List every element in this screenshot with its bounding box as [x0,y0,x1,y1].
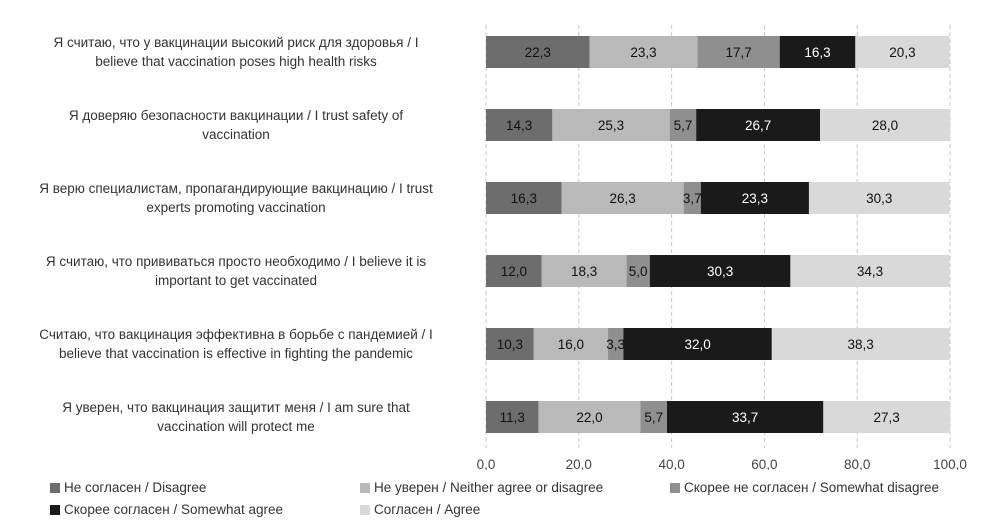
category-label-line: believe that vaccination poses high heal… [2,52,470,71]
data-label: 16,3 [511,191,537,206]
category-label: Считаю, что вакцинация эффективна в борь… [2,325,470,363]
legend-item: Не согласен / Disagree [50,480,206,495]
data-label: 5,7 [644,410,663,425]
data-label: 26,7 [745,118,771,133]
data-label: 25,3 [598,118,624,133]
legend-swatch [360,483,370,493]
data-label: 20,3 [889,45,915,60]
data-label: 22,3 [525,45,551,60]
x-tick-label: 0,0 [477,457,496,470]
legend-swatch [50,483,60,493]
legend-label: Согласен / Agree [374,502,480,517]
data-label: 26,3 [610,191,636,206]
legend-item: Скорее не согласен / Somewhat disagree [670,480,939,495]
data-label: 33,7 [732,410,758,425]
category-label: Я уверен, что вакцинация защитит меня / … [2,398,470,436]
category-label: Я верю специалистам, пропагандирующие ва… [2,179,470,217]
category-label: Я считаю, что у вакцинации высокий риск … [2,33,470,71]
category-label: Я доверяю безопасности вакцинации / I tr… [2,106,470,144]
legend-label: Скорее согласен / Somewhat agree [64,502,283,517]
legend-swatch [360,505,370,515]
legend-item: Согласен / Agree [360,502,480,517]
legend-label: Не уверен / Neither agree or disagree [374,480,603,495]
category-label: Я считаю, что прививаться просто необход… [2,252,470,290]
legend-item: Не уверен / Neither agree or disagree [360,480,603,495]
data-label: 11,3 [500,410,525,425]
data-label: 30,3 [707,264,733,279]
category-label-line: Я верю специалистам, пропагандирующие ва… [2,179,470,198]
data-label: 5,0 [629,264,648,279]
data-label: 10,3 [497,337,523,352]
x-tick-label: 100,0 [933,457,967,470]
data-label: 23,3 [742,191,768,206]
category-label-line: Я уверен, что вакцинация защитит меня / … [2,398,470,417]
chart-legend: Не согласен / Disagree Не уверен / Neithe… [50,480,990,524]
x-tick-label: 60,0 [751,457,777,470]
data-label: 32,0 [684,337,710,352]
data-label: 12,0 [501,264,527,279]
legend-label: Скорее не согласен / Somewhat disagree [684,480,939,495]
category-label-line: important to get vaccinated [2,271,470,290]
data-label: 18,3 [571,264,597,279]
data-label: 34,3 [857,264,883,279]
data-label: 16,3 [804,45,830,60]
legend-swatch [670,483,680,493]
category-label-line: believe that vaccination is effective in… [2,344,470,363]
data-label: 5,7 [674,118,693,133]
data-label: 27,3 [874,410,900,425]
data-label: 3,7 [683,191,702,206]
category-label-line: experts promoting vaccination [2,198,470,217]
legend-item: Скорее согласен / Somewhat agree [50,502,283,517]
x-tick-label: 40,0 [658,457,684,470]
category-label-line: vaccination will protect me [2,417,470,436]
data-label: 38,3 [848,337,874,352]
category-label-line: vaccination [2,125,470,144]
data-label: 17,7 [726,45,752,60]
x-tick-label: 80,0 [844,457,870,470]
data-label: 30,3 [866,191,892,206]
legend-swatch [50,505,60,515]
data-label: 23,3 [630,45,656,60]
category-label-line: Я доверяю безопасности вакцинации / I tr… [2,106,470,125]
legend-label: Не согласен / Disagree [64,480,206,495]
data-label: 14,3 [506,118,532,133]
category-label-line: Считаю, что вакцинация эффективна в борь… [2,325,470,344]
category-label-line: Я считаю, что у вакцинации высокий риск … [2,33,470,52]
data-label: 16,0 [558,337,584,352]
category-label-line: Я считаю, что прививаться просто необход… [2,252,470,271]
data-label: 3,3 [606,337,625,352]
data-label: 28,0 [872,118,898,133]
data-label: 22,0 [576,410,602,425]
x-tick-label: 20,0 [566,457,592,470]
